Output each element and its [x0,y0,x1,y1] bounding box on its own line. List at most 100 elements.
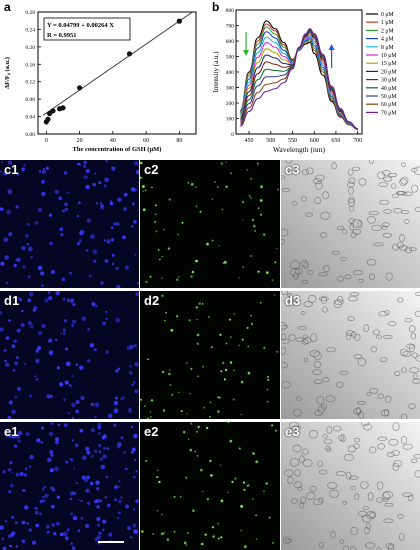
stained-nucleus [192,509,195,512]
cell-outline [402,191,413,196]
cell-outline [326,426,333,434]
cell-outline [289,422,299,430]
x-tick-label: 20 [77,138,83,144]
cell-outline [384,395,392,403]
stained-nucleus [76,215,79,217]
stained-nucleus [109,199,112,202]
stained-nucleus [98,432,101,435]
stained-nucleus [173,495,176,498]
stained-nucleus [224,368,228,372]
stained-nucleus [95,487,100,491]
stained-nucleus [211,239,214,242]
cell-outline [357,278,364,283]
stained-nucleus [105,475,109,479]
stained-nucleus [233,313,236,315]
legend-label: 60 μM [381,102,397,108]
cell-outline [350,546,357,550]
stained-nucleus [257,207,260,210]
stained-nucleus [71,324,74,327]
cell-outline [289,458,300,467]
panel-b-letter: b [212,0,220,14]
stained-nucleus [15,205,19,209]
cell-outline [331,250,340,255]
y-tick-label: 0.00 [25,132,35,138]
stained-nucleus [49,394,53,398]
cell-outline [352,229,362,235]
stained-nucleus [81,475,86,480]
stained-nucleus [141,530,144,533]
cell-outline [315,181,323,190]
fluorescence-background [140,422,280,550]
cell-outline [310,333,318,342]
stained-nucleus [162,409,166,412]
stained-nucleus [247,371,251,375]
cell-outline [393,371,401,376]
stained-nucleus [118,499,122,503]
cell-outline [385,272,393,281]
cell-outline [350,486,357,491]
stained-nucleus [150,399,154,402]
cell-outline [348,445,356,453]
stained-nucleus [76,242,80,246]
stained-nucleus [93,348,97,352]
stained-nucleus [268,516,271,519]
legend-label: 20 μM [381,69,397,75]
cell-outline [322,377,330,383]
stained-nucleus [4,433,10,438]
stained-nucleus [103,239,106,242]
stained-nucleus [69,497,73,501]
stained-nucleus [154,213,157,216]
stained-nucleus [131,447,136,452]
stained-nucleus [177,233,179,236]
stained-nucleus [0,525,4,530]
stained-nucleus [94,499,98,504]
cell-outline [320,297,327,304]
cell-outline [290,268,301,277]
cell-outline [403,219,410,224]
cell-outline [365,523,371,530]
x-tick-label: 450 [245,138,254,144]
stained-nucleus [90,234,95,239]
stained-nucleus [267,378,270,381]
x-tick-label: 600 [310,138,319,144]
stained-nucleus [85,168,91,174]
stained-nucleus [241,338,244,341]
stained-nucleus [10,533,15,537]
stained-nucleus [66,191,69,194]
stained-nucleus [84,175,88,179]
stained-nucleus [48,338,53,343]
stained-nucleus [102,519,107,524]
stained-nucleus [181,221,184,224]
stained-nucleus [79,230,84,236]
stained-nucleus [15,472,20,477]
legend-label: 2 μM [381,28,394,34]
stained-nucleus [179,495,182,498]
cell-outline [368,211,380,216]
cell-outline [285,160,293,164]
cell-outline [322,433,328,439]
cell-outline [383,209,392,214]
stained-nucleus [190,422,193,425]
cell-outline [373,242,384,247]
stained-nucleus [41,323,46,328]
stained-nucleus [104,496,107,499]
stained-nucleus [22,488,26,493]
stained-nucleus [21,245,26,251]
stained-nucleus [161,513,163,516]
cell-outline [372,329,380,336]
cell-outline [410,167,419,172]
x-tick-label: 550 [288,138,297,144]
stained-nucleus [198,302,201,305]
stained-nucleus [166,538,170,541]
cell-outline [382,497,389,503]
stained-nucleus [72,303,76,306]
cell-outline [323,438,333,445]
stained-nucleus [75,443,79,447]
stained-nucleus [105,350,109,354]
cell-outline [396,297,404,303]
cell-outline [348,177,356,184]
cell-outline [377,443,385,450]
stained-nucleus [54,189,59,195]
cell-outline [347,181,355,188]
cell-outline [295,396,302,401]
